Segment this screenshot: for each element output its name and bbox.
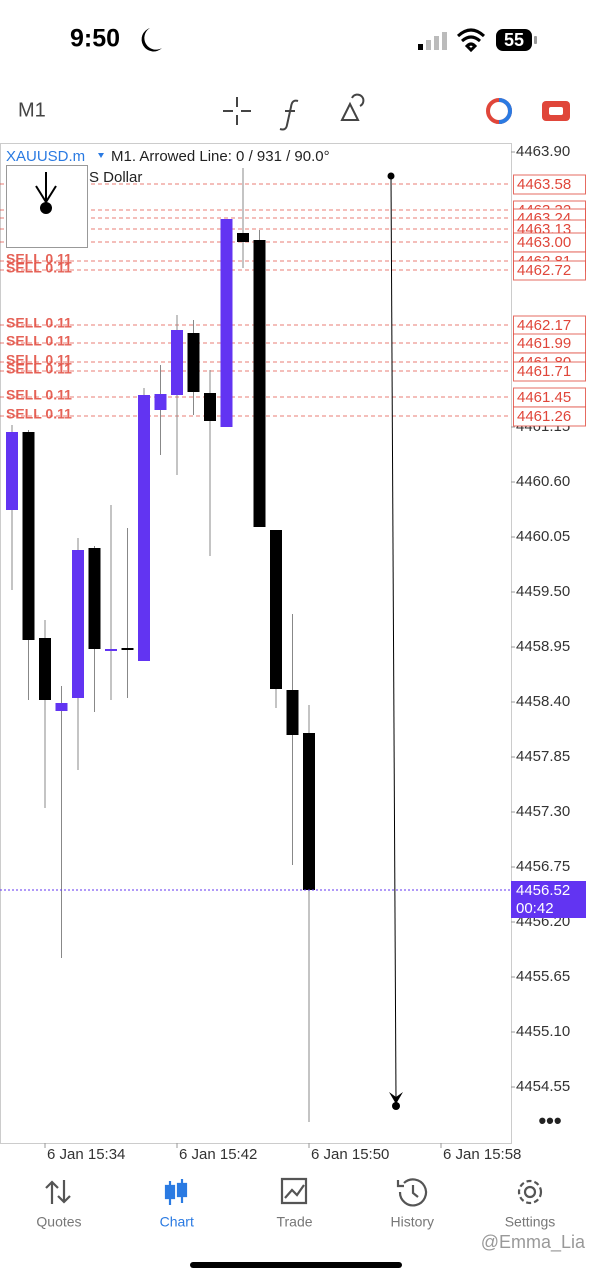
y-tick-label: 4463.90 <box>516 143 570 160</box>
y-tick-label: 4457.85 <box>516 748 570 765</box>
y-tick-label: 4455.65 <box>516 968 570 985</box>
candle-body <box>22 432 35 640</box>
object-caption: M1. Arrowed Line: 0 / 931 / 90.0° <box>111 148 330 165</box>
y-tick-label: 4458.40 <box>516 693 570 710</box>
battery-level: 55 <box>504 30 524 50</box>
current-price-box <box>511 881 586 918</box>
y-tick-label: 4459.50 <box>516 583 570 600</box>
symbol[interactable]: XAUUSD.m <box>6 148 85 165</box>
candle-body <box>105 649 117 651</box>
order-price-box <box>513 361 586 382</box>
signal-icon <box>418 32 447 50</box>
battery <box>496 29 532 51</box>
order-label: SELL 0.11 <box>6 387 72 403</box>
candle-body <box>303 733 315 890</box>
home-indicator <box>190 1262 402 1268</box>
nav-label[interactable]: Trade <box>276 1214 312 1230</box>
timeframe[interactable]: M1 <box>18 99 46 121</box>
symbol-dropdown[interactable] <box>98 153 104 158</box>
object-preview-icon <box>35 172 57 214</box>
moon-icon <box>141 28 162 52</box>
y-tick-label: 4454.55 <box>516 1078 570 1095</box>
y-tick-label: 4460.05 <box>516 528 570 545</box>
nav-icons <box>45 1177 543 1207</box>
trade-icon-part <box>549 107 563 115</box>
order-price-box <box>513 260 586 281</box>
nav-label[interactable]: Quotes <box>36 1214 81 1230</box>
order-label: SELL 0.11 <box>6 315 72 331</box>
order-label: SELL 0.11 <box>6 251 72 267</box>
x-tick-label: 6 Jan 15:50 <box>311 1146 389 1163</box>
candle-body <box>204 393 216 421</box>
candle-body <box>154 394 167 410</box>
y-tick-label: 4455.10 <box>516 1023 570 1040</box>
wifi-icon <box>456 28 486 53</box>
watermark: @Emma_Lia <box>481 1232 586 1253</box>
candle-body <box>39 638 51 700</box>
order-price-label: 4463.58 <box>517 176 571 193</box>
order-label: SELL 0.11 <box>6 352 72 368</box>
nav-label[interactable]: Chart <box>160 1214 194 1230</box>
candle-body <box>187 333 200 392</box>
order-label: SELL 0.11 <box>6 406 72 422</box>
candle-body <box>220 219 233 427</box>
arrowed-line[interactable] <box>387 172 404 1111</box>
nav-label[interactable]: History <box>390 1214 434 1230</box>
current-price-label: 4456.52 <box>516 882 570 899</box>
order-price-label: 4461.45 <box>517 389 571 406</box>
status-time: 9:50 <box>70 25 120 53</box>
toolbar-icons[interactable] <box>223 93 365 131</box>
candle-body <box>55 703 68 711</box>
y-tick-label: 4457.30 <box>516 803 570 820</box>
candle-body <box>88 548 101 649</box>
order-label: SELL 0.11 <box>6 361 72 377</box>
order-price-box <box>513 406 586 427</box>
candle-body <box>171 330 183 395</box>
more-button[interactable]: ••• <box>538 1108 561 1133</box>
x-tick-label: 6 Jan 15:58 <box>443 1146 521 1163</box>
order-price-label: 4461.26 <box>517 408 571 425</box>
order-price-label: 4461.71 <box>517 363 571 380</box>
order-price-box <box>513 174 586 195</box>
y-tick-label: 4458.95 <box>516 638 570 655</box>
indicator-icon-part <box>498 98 512 124</box>
candle-body <box>253 240 266 527</box>
y-tick-label: 4460.60 <box>516 473 570 490</box>
candle-body <box>72 550 84 698</box>
candle-body <box>121 648 134 650</box>
x-tick-label: 6 Jan 15:42 <box>179 1146 257 1163</box>
candle-body <box>138 395 150 661</box>
y-tick-label: 4456.75 <box>516 858 570 875</box>
order-price-label: 4463.00 <box>517 234 571 251</box>
candle-body <box>237 233 249 242</box>
candle-body <box>270 530 282 689</box>
battery-tip <box>534 36 537 44</box>
order-label: SELL 0.11 <box>6 260 72 276</box>
symbol-description: S Dollar <box>89 169 142 186</box>
order-price-label: 4462.17 <box>517 317 571 334</box>
order-label: SELL 0.11 <box>6 333 72 349</box>
bar-timer: 00:42 <box>516 900 554 917</box>
order-price-label: 4462.72 <box>517 262 571 279</box>
order-price-label: 4461.99 <box>517 335 571 352</box>
nav-label[interactable]: Settings <box>505 1214 556 1230</box>
bottom-nav: Quotes Chart Trade History Settings <box>36 1214 555 1230</box>
candle-body <box>286 690 299 735</box>
x-tick-label: 6 Jan 15:34 <box>47 1146 125 1163</box>
candle-body <box>6 432 18 510</box>
